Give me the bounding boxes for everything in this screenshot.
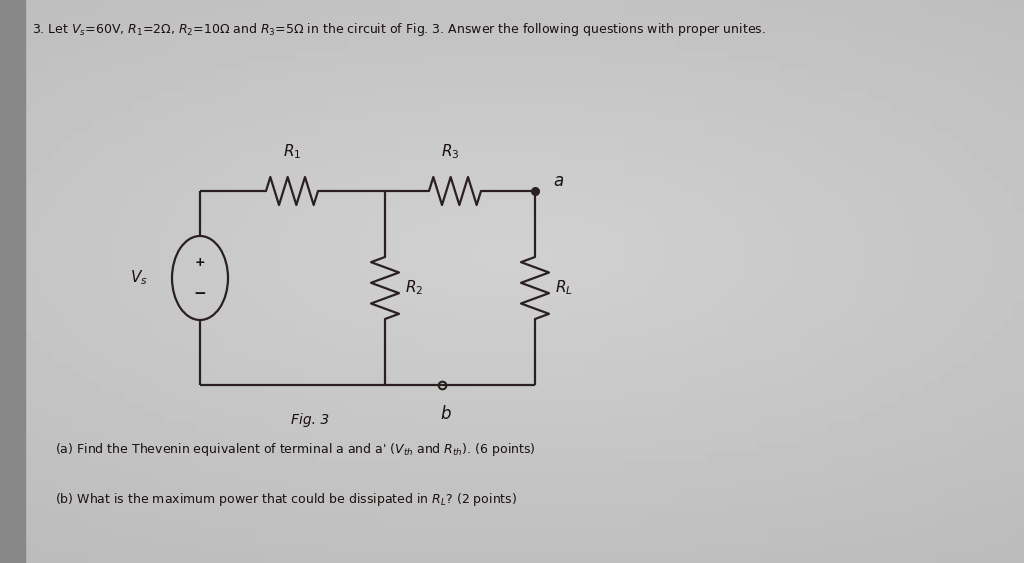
Text: $V_s$: $V_s$ — [130, 269, 148, 287]
Text: $R_3$: $R_3$ — [440, 142, 459, 161]
Text: $a$: $a$ — [553, 172, 564, 190]
Text: $b$: $b$ — [440, 405, 452, 423]
Text: +: + — [195, 257, 206, 270]
Text: Fig. 3: Fig. 3 — [291, 413, 329, 427]
Text: 3. Let $V_s$=60V, $R_1$=2$\Omega$, $R_2$=10$\Omega$ and $R_3$=5$\Omega$ in the c: 3. Let $V_s$=60V, $R_1$=2$\Omega$, $R_2$… — [32, 21, 766, 38]
Text: $R_2$: $R_2$ — [406, 279, 423, 297]
Text: $R_1$: $R_1$ — [283, 142, 301, 161]
Text: (b) What is the maximum power that could be dissipated in $R_L$? (2 points): (b) What is the maximum power that could… — [55, 491, 517, 508]
Bar — [0, 0, 25, 563]
Text: (a) Find the Thevenin equivalent of terminal a and a' ($V_{th}$ and $R_{th}$). (: (a) Find the Thevenin equivalent of term… — [55, 441, 536, 458]
Text: −: − — [194, 285, 207, 301]
Text: $R_L$: $R_L$ — [555, 279, 572, 297]
